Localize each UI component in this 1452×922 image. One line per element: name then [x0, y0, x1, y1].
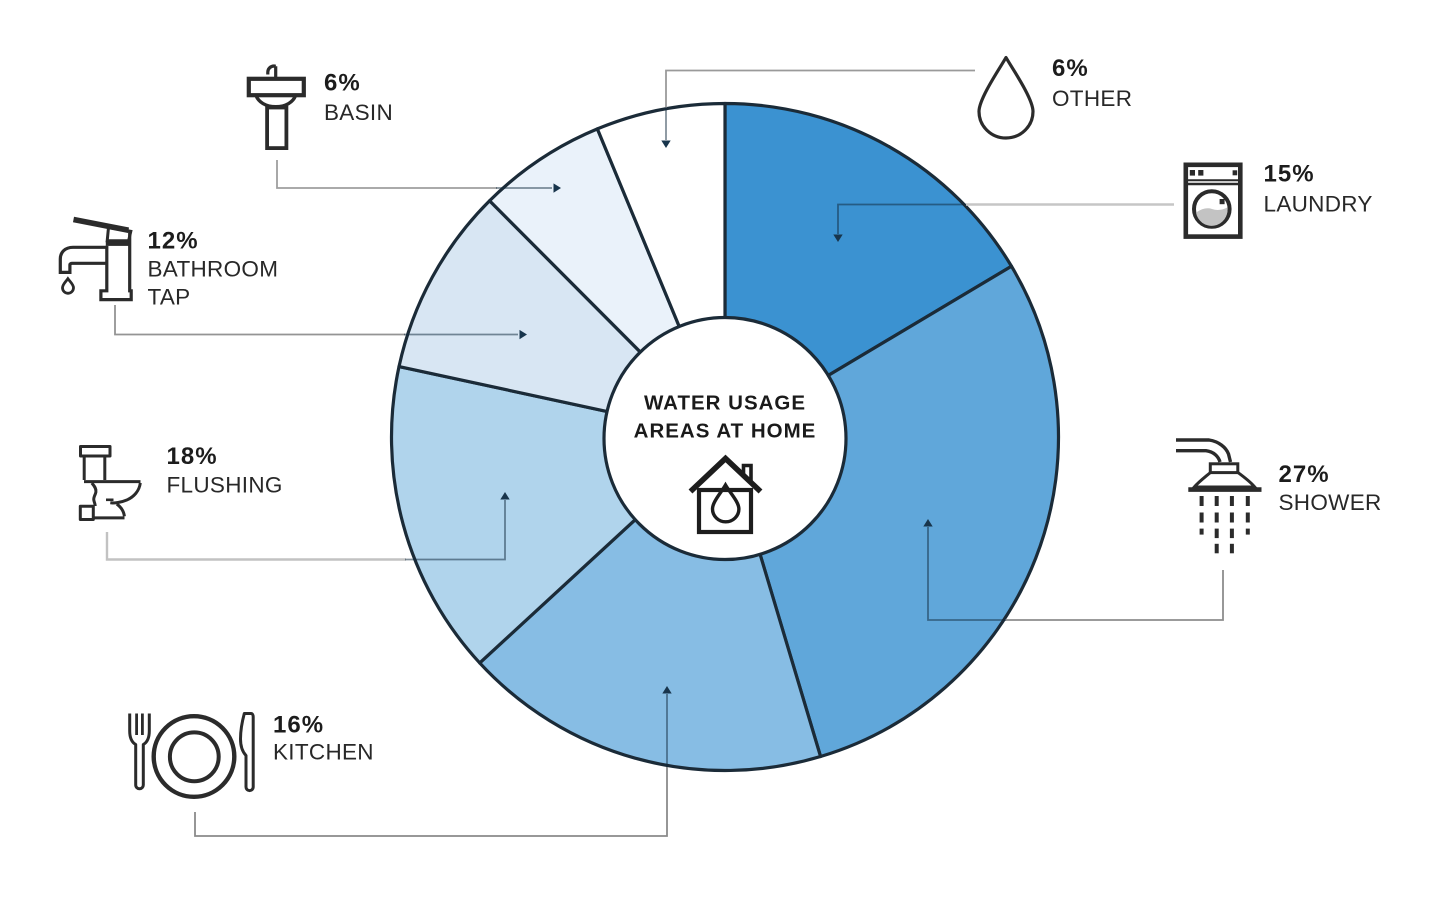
svg-text:BATHROOM: BATHROOM — [148, 257, 279, 282]
svg-text:AREAS AT HOME: AREAS AT HOME — [634, 420, 817, 443]
svg-text:12%: 12% — [148, 228, 199, 255]
svg-text:BASIN: BASIN — [324, 100, 393, 125]
svg-text:TAP: TAP — [148, 285, 191, 310]
svg-text:15%: 15% — [1264, 161, 1315, 188]
svg-text:WATER USAGE: WATER USAGE — [644, 392, 806, 415]
svg-text:6%: 6% — [324, 70, 361, 97]
svg-text:27%: 27% — [1279, 461, 1330, 488]
svg-text:SHOWER: SHOWER — [1279, 490, 1382, 515]
svg-text:18%: 18% — [167, 443, 218, 470]
svg-text:KITCHEN: KITCHEN — [273, 740, 374, 765]
svg-text:OTHER: OTHER — [1052, 86, 1132, 111]
svg-text:6%: 6% — [1052, 55, 1089, 82]
svg-text:FLUSHING: FLUSHING — [167, 473, 283, 498]
svg-text:16%: 16% — [273, 712, 324, 739]
svg-text:LAUNDRY: LAUNDRY — [1264, 192, 1373, 217]
